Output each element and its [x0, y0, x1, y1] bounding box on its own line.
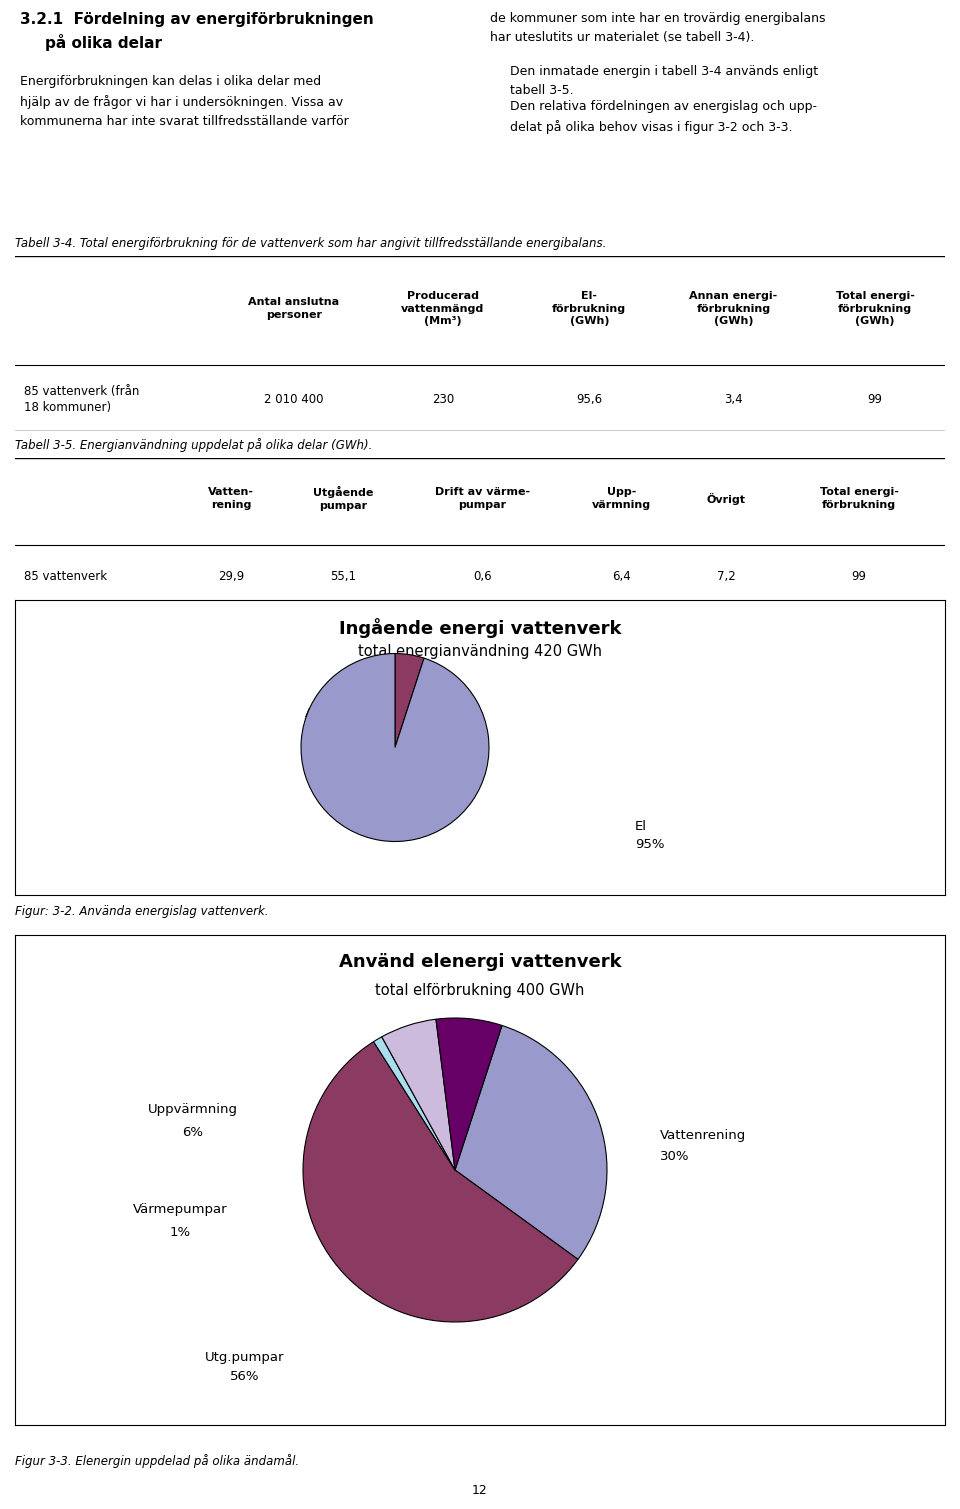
Text: 85 vattenverk: 85 vattenverk — [24, 570, 108, 584]
Text: Ingående energi vattenverk: Ingående energi vattenverk — [339, 619, 621, 638]
Text: 7%: 7% — [422, 1050, 444, 1064]
Text: de kommuner som inte har en trovärdig energibalans
har uteslutits ur materialet : de kommuner som inte har en trovärdig en… — [490, 12, 826, 44]
Text: Uppvärmning: Uppvärmning — [148, 1103, 238, 1117]
Text: Tabell 3-4. Total energiförbrukning för de vattenverk som har angivit tillfredss: Tabell 3-4. Total energiförbrukning för … — [15, 237, 607, 249]
Text: Figur: 3-2. Använda energislag vattenverk.: Figur: 3-2. Använda energislag vattenver… — [15, 904, 269, 917]
Text: Övrigt: Övrigt — [707, 492, 746, 504]
Text: 55,1: 55,1 — [330, 570, 356, 584]
Text: Använd elenergi vattenverk: Använd elenergi vattenverk — [339, 954, 621, 970]
Text: Den relativa fördelningen av energislag och upp-
delat på olika behov visas i fi: Den relativa fördelningen av energislag … — [510, 100, 817, 134]
Text: Antal anslutna
personer: Antal anslutna personer — [249, 297, 340, 320]
Text: 6%: 6% — [182, 1126, 204, 1138]
Text: 12: 12 — [472, 1483, 488, 1497]
Text: total elförbrukning 400 GWh: total elförbrukning 400 GWh — [375, 982, 585, 997]
Text: Annat: Annat — [305, 708, 345, 720]
Text: 95%: 95% — [635, 839, 664, 851]
Text: 56%: 56% — [230, 1370, 260, 1384]
Text: på olika delar: på olika delar — [45, 35, 162, 51]
Text: 95,6: 95,6 — [576, 392, 602, 406]
Text: Upp-
värmning: Upp- värmning — [592, 487, 652, 510]
Text: 2 010 400: 2 010 400 — [264, 392, 324, 406]
Text: Tabell 3-5. Energianvändning uppdelat på olika delar (GWh).: Tabell 3-5. Energianvändning uppdelat på… — [15, 438, 372, 453]
Text: Utg.pumpar: Utg.pumpar — [205, 1351, 285, 1364]
Text: El-
förbrukning
(GWh): El- förbrukning (GWh) — [552, 291, 626, 326]
Text: 30%: 30% — [660, 1150, 689, 1163]
Text: Den inmatade energin i tabell 3-4 används enligt
tabell 3-5.: Den inmatade energin i tabell 3-4 använd… — [510, 65, 818, 97]
Text: 29,9: 29,9 — [218, 570, 245, 584]
Text: Total energi-
förbrukning
(GWh): Total energi- förbrukning (GWh) — [836, 291, 915, 326]
Text: 3.2.1  Fördelning av energiförbrukningen: 3.2.1 Fördelning av energiförbrukningen — [20, 12, 373, 27]
Text: total energianvändning 420 GWh: total energianvändning 420 GWh — [358, 644, 602, 659]
Text: Värmepumpar: Värmepumpar — [132, 1204, 228, 1216]
Text: 0,6: 0,6 — [473, 570, 492, 584]
Text: Total energi-
förbrukning: Total energi- förbrukning — [820, 487, 899, 510]
Text: 99: 99 — [852, 570, 867, 584]
Text: 6,4: 6,4 — [612, 570, 632, 584]
Text: 99: 99 — [868, 392, 883, 406]
Text: Producerad
vattenmängd
(Mm³): Producerad vattenmängd (Mm³) — [401, 291, 485, 326]
Text: 1%: 1% — [169, 1225, 191, 1239]
Text: El: El — [635, 821, 647, 833]
Text: Övrigt: Övrigt — [412, 1031, 454, 1044]
Text: Utgående
pumpar: Utgående pumpar — [313, 486, 373, 512]
Text: Drift av värme-
pumpar: Drift av värme- pumpar — [435, 487, 530, 510]
Wedge shape — [455, 1026, 607, 1260]
Text: 230: 230 — [432, 392, 454, 406]
Wedge shape — [373, 1037, 455, 1169]
Wedge shape — [436, 1019, 502, 1169]
Wedge shape — [303, 1041, 578, 1322]
Wedge shape — [301, 653, 489, 842]
Wedge shape — [395, 653, 424, 747]
Text: Annan energi-
förbrukning
(GWh): Annan energi- förbrukning (GWh) — [689, 291, 778, 326]
Wedge shape — [382, 1019, 455, 1169]
Text: Vatten-
rening: Vatten- rening — [208, 487, 254, 510]
Text: 5%: 5% — [315, 724, 336, 736]
Text: 85 vattenverk (från
18 kommuner): 85 vattenverk (från 18 kommuner) — [24, 385, 139, 415]
Text: Vattenrening: Vattenrening — [660, 1129, 746, 1141]
Text: Figur 3-3. Elenergin uppdelad på olika ändamål.: Figur 3-3. Elenergin uppdelad på olika ä… — [15, 1455, 300, 1468]
Text: 3,4: 3,4 — [724, 392, 743, 406]
Text: 7,2: 7,2 — [717, 570, 735, 584]
Text: Energiförbrukningen kan delas i olika delar med
hjälp av de frågor vi har i unde: Energiförbrukningen kan delas i olika de… — [20, 75, 348, 128]
